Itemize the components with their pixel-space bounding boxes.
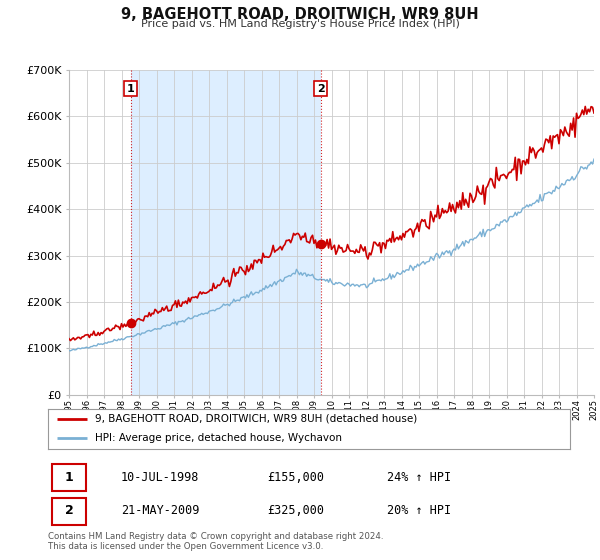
Text: HPI: Average price, detached house, Wychavon: HPI: Average price, detached house, Wych… (95, 433, 342, 443)
Text: £325,000: £325,000 (267, 505, 324, 517)
Text: 1: 1 (65, 471, 73, 484)
Text: £155,000: £155,000 (267, 471, 324, 484)
Text: 24% ↑ HPI: 24% ↑ HPI (388, 471, 451, 484)
FancyBboxPatch shape (52, 464, 86, 491)
FancyBboxPatch shape (52, 498, 86, 525)
Text: 9, BAGEHOTT ROAD, DROITWICH, WR9 8UH (detached house): 9, BAGEHOTT ROAD, DROITWICH, WR9 8UH (de… (95, 414, 417, 424)
Text: 1: 1 (127, 83, 134, 94)
Text: 9, BAGEHOTT ROAD, DROITWICH, WR9 8UH: 9, BAGEHOTT ROAD, DROITWICH, WR9 8UH (121, 7, 479, 22)
Text: 2: 2 (65, 505, 73, 517)
Text: 21-MAY-2009: 21-MAY-2009 (121, 505, 199, 517)
Bar (131, 70, 320, 395)
Text: Contains HM Land Registry data © Crown copyright and database right 2024.
This d: Contains HM Land Registry data © Crown c… (48, 532, 383, 552)
Text: Price paid vs. HM Land Registry's House Price Index (HPI): Price paid vs. HM Land Registry's House … (140, 19, 460, 29)
Text: 10-JUL-1998: 10-JUL-1998 (121, 471, 199, 484)
Text: 2: 2 (317, 83, 325, 94)
Text: 20% ↑ HPI: 20% ↑ HPI (388, 505, 451, 517)
